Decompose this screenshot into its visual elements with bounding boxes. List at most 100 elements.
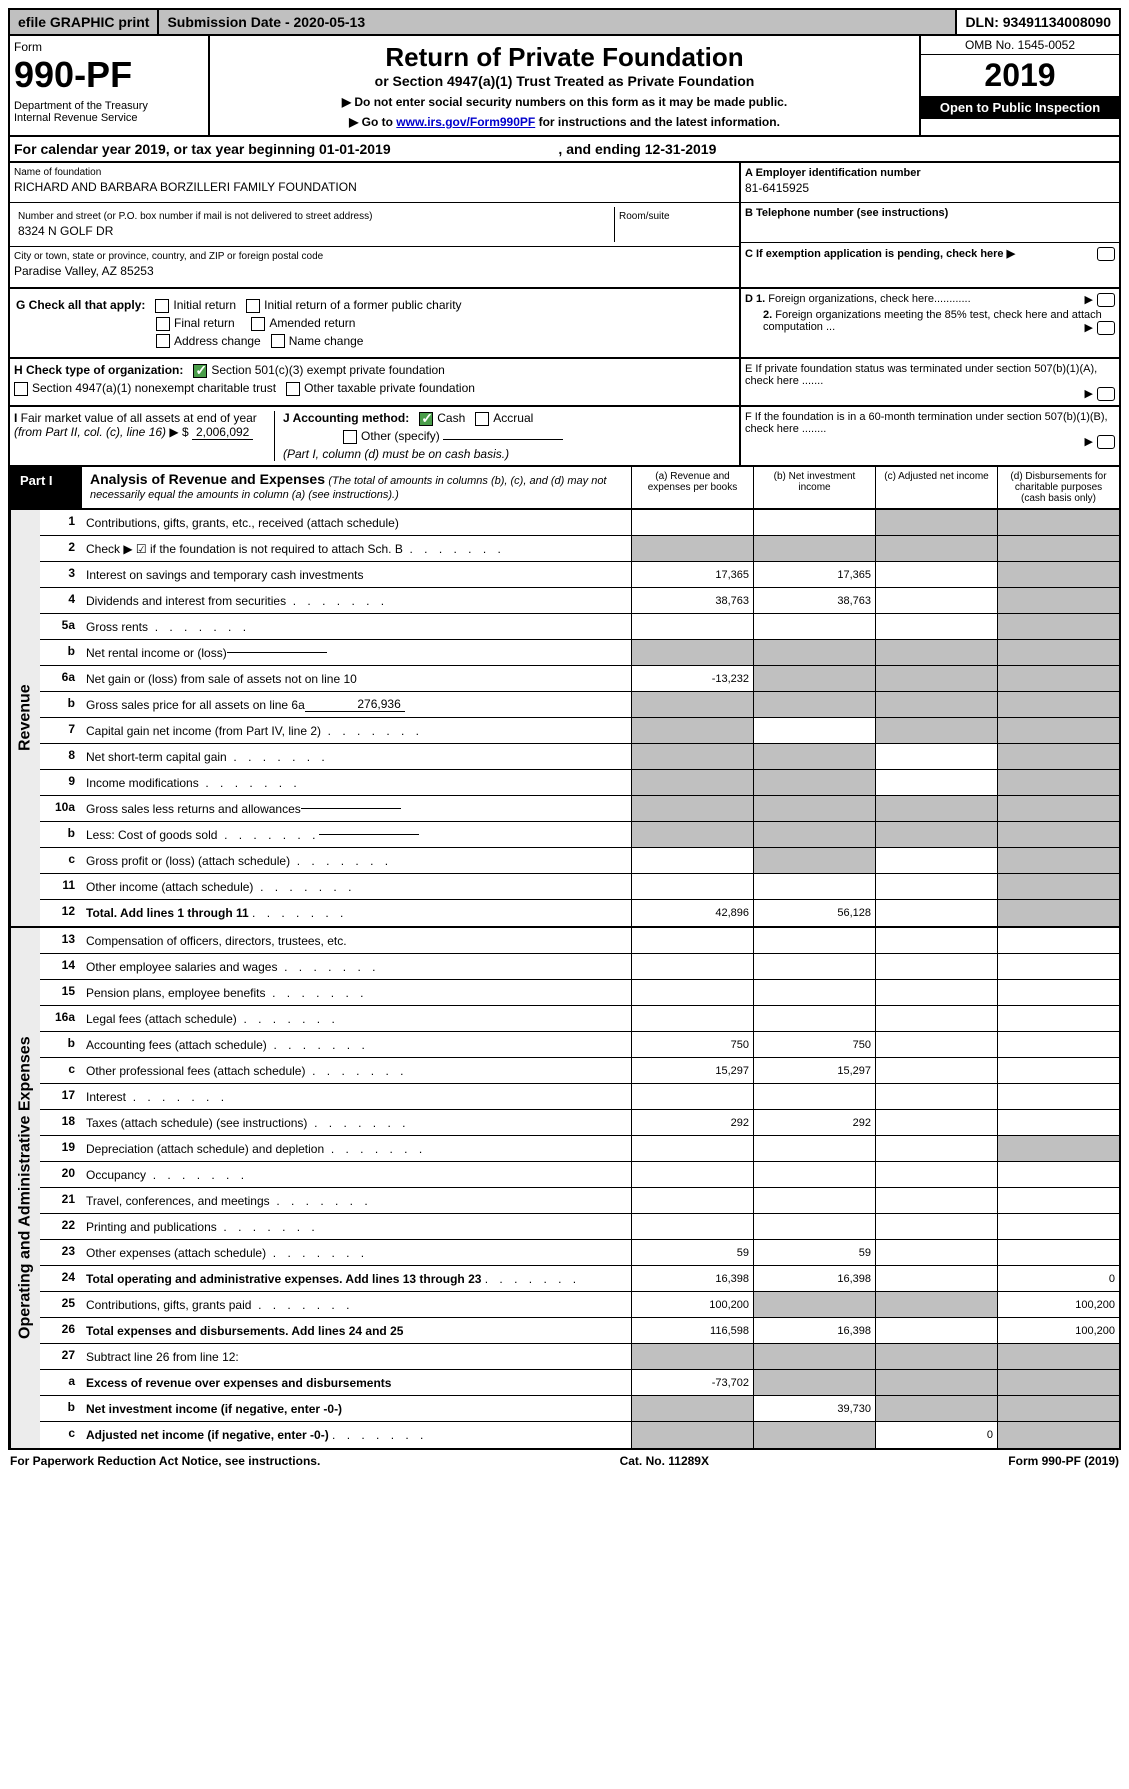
row-description: Printing and publications . . . . . . . — [80, 1214, 631, 1239]
row-number: c — [40, 1058, 80, 1083]
row-number: c — [40, 1422, 80, 1448]
cell-a — [631, 1006, 753, 1031]
cell-dd — [997, 1240, 1119, 1265]
cell-c — [875, 510, 997, 535]
cell-b — [753, 640, 875, 665]
footer-mid: Cat. No. 11289X — [620, 1454, 709, 1468]
chk-name-change[interactable] — [271, 334, 285, 348]
chk-amended[interactable] — [251, 317, 265, 331]
irs-label: Internal Revenue Service — [14, 112, 204, 124]
cell-c — [875, 1110, 997, 1135]
chk-other-method[interactable] — [343, 430, 357, 444]
revenue-table: Revenue 1Contributions, gifts, grants, e… — [8, 510, 1121, 928]
chk-initial[interactable] — [155, 299, 169, 313]
cell-dd — [997, 954, 1119, 979]
cell-c — [875, 848, 997, 873]
cell-a — [631, 718, 753, 743]
cell-a: 38,763 — [631, 588, 753, 613]
row-description: Total. Add lines 1 through 11 . . . . . … — [80, 900, 631, 926]
h-section: H Check type of organization: Section 50… — [8, 359, 1121, 407]
row-number: b — [40, 1032, 80, 1057]
cell-b — [753, 874, 875, 899]
table-row: bGross sales price for all assets on lin… — [40, 692, 1119, 718]
table-row: 2Check ▶ ☑ if the foundation is not requ… — [40, 536, 1119, 562]
table-row: 6aNet gain or (loss) from sale of assets… — [40, 666, 1119, 692]
d2-checkbox[interactable] — [1097, 321, 1115, 335]
table-row: bLess: Cost of goods sold . . . . . . . — [40, 822, 1119, 848]
row-description: Contributions, gifts, grants paid . . . … — [80, 1292, 631, 1317]
row-number: 19 — [40, 1136, 80, 1161]
table-row: 23Other expenses (attach schedule) . . .… — [40, 1240, 1119, 1266]
cell-b: 17,365 — [753, 562, 875, 587]
cell-b: 750 — [753, 1032, 875, 1057]
chk-cash[interactable] — [419, 412, 433, 426]
row-number: 4 — [40, 588, 80, 613]
table-row: 18Taxes (attach schedule) (see instructi… — [40, 1110, 1119, 1136]
row-description: Other income (attach schedule) . . . . .… — [80, 874, 631, 899]
row-number: 8 — [40, 744, 80, 769]
table-row: 14Other employee salaries and wages . . … — [40, 954, 1119, 980]
chk-501c3[interactable] — [193, 364, 207, 378]
cell-a — [631, 640, 753, 665]
row-description: Gross profit or (loss) (attach schedule)… — [80, 848, 631, 873]
chk-other-tax[interactable] — [286, 382, 300, 396]
irs-link[interactable]: www.irs.gov/Form990PF — [396, 115, 535, 129]
cell-a — [631, 536, 753, 561]
table-row: 26Total expenses and disbursements. Add … — [40, 1318, 1119, 1344]
cell-b — [753, 744, 875, 769]
cell-dd — [997, 562, 1119, 587]
chk-final[interactable] — [156, 317, 170, 331]
cell-b — [753, 692, 875, 717]
table-row: 27Subtract line 26 from line 12: — [40, 1344, 1119, 1370]
cell-c — [875, 1214, 997, 1239]
row-number: 15 — [40, 980, 80, 1005]
e-checkbox[interactable] — [1097, 387, 1115, 401]
col-d-header: (d) Disbursements for charitable purpose… — [997, 467, 1119, 508]
cell-dd — [997, 536, 1119, 561]
row-number: 1 — [40, 510, 80, 535]
g-name-change: Name change — [289, 334, 364, 348]
row-description: Other professional fees (attach schedule… — [80, 1058, 631, 1083]
c-checkbox[interactable] — [1097, 247, 1115, 261]
row-description: Accounting fees (attach schedule) . . . … — [80, 1032, 631, 1057]
efile-button[interactable]: efile GRAPHIC print — [10, 10, 159, 34]
j-note: (Part I, column (d) must be on cash basi… — [283, 447, 735, 461]
chk-initial-former[interactable] — [246, 299, 260, 313]
chk-accrual[interactable] — [475, 412, 489, 426]
cell-a — [631, 822, 753, 847]
cell-b — [753, 718, 875, 743]
cell-b — [753, 1162, 875, 1187]
row-number: 22 — [40, 1214, 80, 1239]
cell-a: -13,232 — [631, 666, 753, 691]
table-row: bNet rental income or (loss) — [40, 640, 1119, 666]
d1-checkbox[interactable] — [1097, 293, 1115, 307]
g-label: G Check all that apply: — [16, 298, 145, 312]
cell-a — [631, 744, 753, 769]
cal-begin: 01-01-2019 — [319, 141, 391, 157]
cell-dd: 100,200 — [997, 1292, 1119, 1317]
chk-addr-change[interactable] — [156, 334, 170, 348]
cell-a — [631, 1344, 753, 1369]
expenses-table: Operating and Administrative Expenses 13… — [8, 928, 1121, 1450]
row-description: Pension plans, employee benefits . . . .… — [80, 980, 631, 1005]
cell-c — [875, 1318, 997, 1343]
row-description: Income modifications . . . . . . . — [80, 770, 631, 795]
cell-b — [753, 848, 875, 873]
chk-4947[interactable] — [14, 382, 28, 396]
cell-a — [631, 954, 753, 979]
table-row: cOther professional fees (attach schedul… — [40, 1058, 1119, 1084]
tax-year: 2019 — [921, 55, 1119, 96]
row-description: Taxes (attach schedule) (see instruction… — [80, 1110, 631, 1135]
table-row: 4Dividends and interest from securities … — [40, 588, 1119, 614]
cell-a — [631, 614, 753, 639]
omb-number: OMB No. 1545-0052 — [921, 36, 1119, 55]
cell-b: 38,763 — [753, 588, 875, 613]
f-checkbox[interactable] — [1097, 435, 1115, 449]
cell-a: 42,896 — [631, 900, 753, 926]
cell-b — [753, 980, 875, 1005]
cell-c — [875, 1188, 997, 1213]
cell-c — [875, 822, 997, 847]
row-description: Less: Cost of goods sold . . . . . . . — [80, 822, 631, 847]
submission-date: Submission Date - 2020-05-13 — [159, 10, 957, 34]
row-description: Other expenses (attach schedule) . . . .… — [80, 1240, 631, 1265]
